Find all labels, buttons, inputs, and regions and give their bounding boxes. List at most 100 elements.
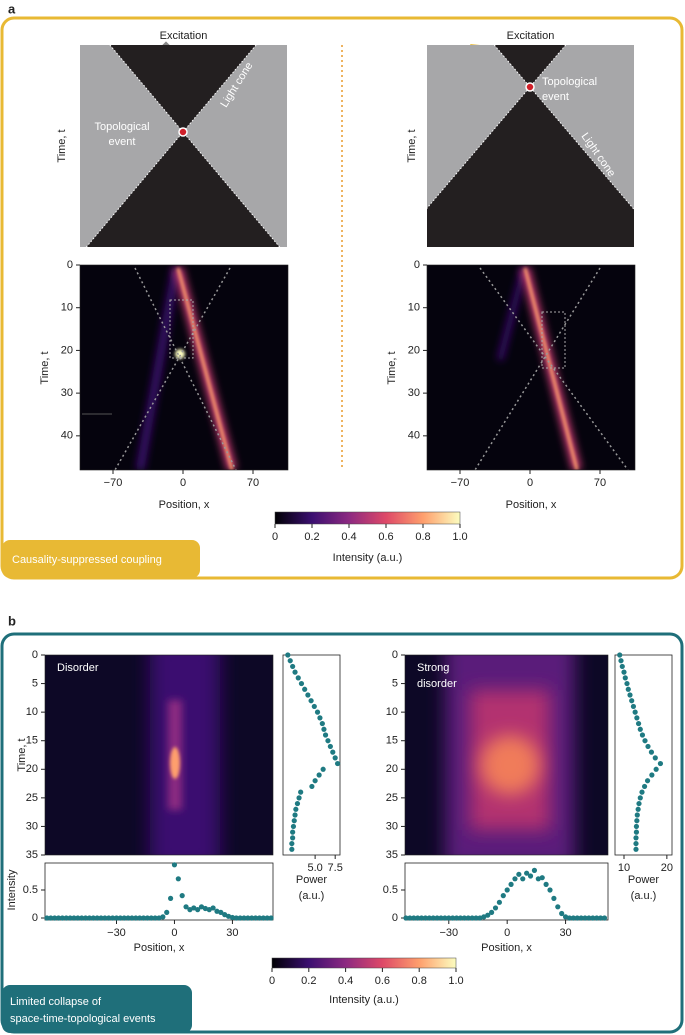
caption-box <box>2 540 200 578</box>
dot <box>590 915 596 921</box>
dot <box>113 915 120 921</box>
y-tick-label: 10 <box>408 302 420 314</box>
dot <box>293 806 299 812</box>
dot <box>121 915 127 921</box>
dot <box>290 835 296 841</box>
x-tick-label: 0.6 <box>375 975 390 987</box>
dot <box>465 915 471 921</box>
dot <box>179 893 185 899</box>
panel-b-frame <box>0 632 684 1034</box>
dot <box>75 915 81 921</box>
dot <box>551 895 557 902</box>
dot <box>319 720 325 727</box>
y-tick-label: 35 <box>26 849 38 861</box>
y-tick-label: 0 <box>392 912 398 924</box>
dot <box>317 715 323 721</box>
dark-region <box>109 45 257 132</box>
dot <box>633 840 639 847</box>
y-tick-label: 30 <box>61 387 73 399</box>
dot <box>648 749 655 755</box>
heatmap <box>405 655 608 855</box>
dot <box>481 914 487 920</box>
dot <box>44 915 50 921</box>
y-tick-label: 0.5 <box>23 884 38 896</box>
dot <box>637 795 643 801</box>
dot <box>110 915 116 921</box>
dot <box>285 652 291 658</box>
dark-region <box>86 132 280 247</box>
dot <box>649 772 655 778</box>
dot <box>637 726 643 732</box>
dot <box>634 818 640 824</box>
dot <box>148 915 154 921</box>
y-tick-label: 20 <box>26 763 38 775</box>
x-tick-label: 1.0 <box>448 975 463 987</box>
dot <box>582 915 588 921</box>
dot <box>411 915 417 921</box>
dot <box>634 715 640 721</box>
x-tick-label: 0 <box>504 927 510 939</box>
y-tick-label: 35 <box>386 849 398 861</box>
dot <box>94 915 100 921</box>
x-axis-label: Position, x <box>481 942 532 954</box>
map-frame <box>404 654 609 856</box>
dot <box>446 915 452 921</box>
x-axis-label: (a.u.) <box>299 890 325 902</box>
dot <box>325 738 331 744</box>
dot <box>314 709 321 715</box>
dot <box>630 703 637 710</box>
dot <box>485 912 491 918</box>
dot <box>422 915 429 921</box>
dot <box>639 732 646 738</box>
x-tick-label: 0.8 <box>412 975 427 987</box>
map-frame <box>79 264 289 471</box>
event <box>525 82 535 92</box>
panel-a-frame <box>0 16 684 580</box>
dot <box>500 893 506 899</box>
x-tick-label: 5.0 <box>307 862 322 874</box>
dot <box>450 915 456 921</box>
dot <box>71 915 77 921</box>
dot <box>492 905 499 911</box>
dot <box>566 915 573 921</box>
dot <box>291 818 297 824</box>
y-tick-label: 30 <box>408 387 420 399</box>
y-tick-label: 5 <box>32 677 38 689</box>
dot <box>652 755 658 761</box>
dot <box>249 915 255 921</box>
dot <box>489 909 495 916</box>
dot <box>160 914 166 920</box>
diagram <box>427 45 634 247</box>
dot <box>309 783 315 790</box>
dot <box>426 915 432 921</box>
dot <box>253 915 259 921</box>
dot <box>171 862 178 868</box>
heatmap <box>80 265 288 470</box>
x-tick-label: 0.2 <box>304 531 319 543</box>
dot <box>241 915 247 921</box>
y-tick-label: 40 <box>61 430 73 442</box>
x-tick-label: 70 <box>247 477 259 489</box>
plot-frame <box>44 862 274 921</box>
excitation-label: Excitation <box>160 30 208 42</box>
dot <box>635 720 642 727</box>
x-axis-label: Power <box>296 874 328 886</box>
x-tick-label: 0 <box>180 477 186 489</box>
dot <box>245 915 251 921</box>
y-tick-label: 0 <box>32 912 38 924</box>
x-tick-label: 0.8 <box>415 531 430 543</box>
dot <box>290 829 296 835</box>
dot <box>67 915 73 921</box>
dot <box>302 686 308 692</box>
dot <box>287 658 293 664</box>
y-axis-label: Time, t <box>39 351 51 384</box>
dot <box>633 823 640 830</box>
dot <box>531 867 538 874</box>
y-tick-label: 10 <box>386 706 398 718</box>
y-axis-label: Time, t <box>16 738 28 771</box>
x-tick-label: −70 <box>451 477 470 489</box>
dot <box>457 915 464 921</box>
dot <box>639 789 645 795</box>
